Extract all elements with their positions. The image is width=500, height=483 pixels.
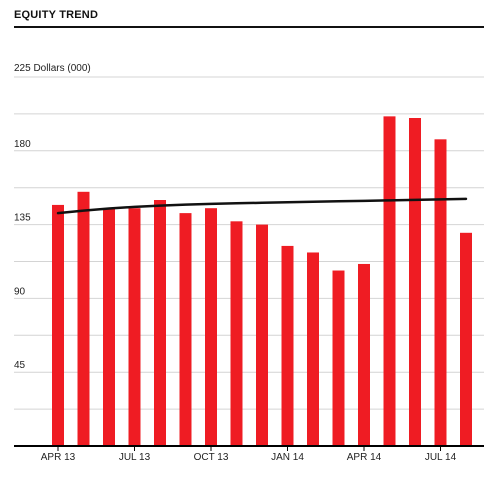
bar-may-13 <box>77 191 90 446</box>
bar-aug-13 <box>154 200 166 446</box>
x-tick-label: JUL 13 <box>119 452 151 463</box>
y-tick-label: 135 <box>14 213 31 224</box>
bars <box>52 116 472 447</box>
bar-jan-14 <box>281 245 294 446</box>
bar-jun-14 <box>409 118 421 446</box>
bar-jun-13 <box>103 208 115 446</box>
bar-dec-13 <box>256 224 268 446</box>
x-tick-label: APR 13 <box>41 452 76 463</box>
tick-labels: 225 Dollars (000) 45 90 135 180 APR 13 JUL 13… <box>14 63 457 463</box>
trend-line-group <box>56 197 468 215</box>
y-axis-label: 225 Dollars (000) <box>14 63 91 74</box>
y-tick-label: 45 <box>14 360 26 371</box>
x-tick-label: JAN 14 <box>271 452 304 463</box>
x-tick-label: OCT 13 <box>194 452 229 463</box>
bar-feb-14 <box>307 252 319 446</box>
axes <box>14 445 484 451</box>
gridlines <box>14 76 484 410</box>
bar-apr-13 <box>52 204 64 446</box>
y-tick-label: 180 <box>14 139 31 150</box>
y-tick-label: 90 <box>14 286 26 297</box>
chart-title: EQUITY TREND <box>14 9 99 21</box>
bar-aug-14 <box>460 232 472 446</box>
bar-apr-14 <box>358 263 370 446</box>
bar-mar-14 <box>332 270 345 446</box>
x-tick-label: JUL 14 <box>425 452 457 463</box>
bar-nov-13 <box>230 221 243 446</box>
title-underline <box>14 26 484 28</box>
x-tick-label: APR 14 <box>347 452 382 463</box>
bar-sep-13 <box>179 213 192 446</box>
bar-jul-13 <box>128 208 141 446</box>
bar-may-14 <box>383 116 396 447</box>
trend-line <box>56 197 468 215</box>
bar-oct-13 <box>205 208 217 446</box>
bar-jul-14 <box>434 139 447 446</box>
